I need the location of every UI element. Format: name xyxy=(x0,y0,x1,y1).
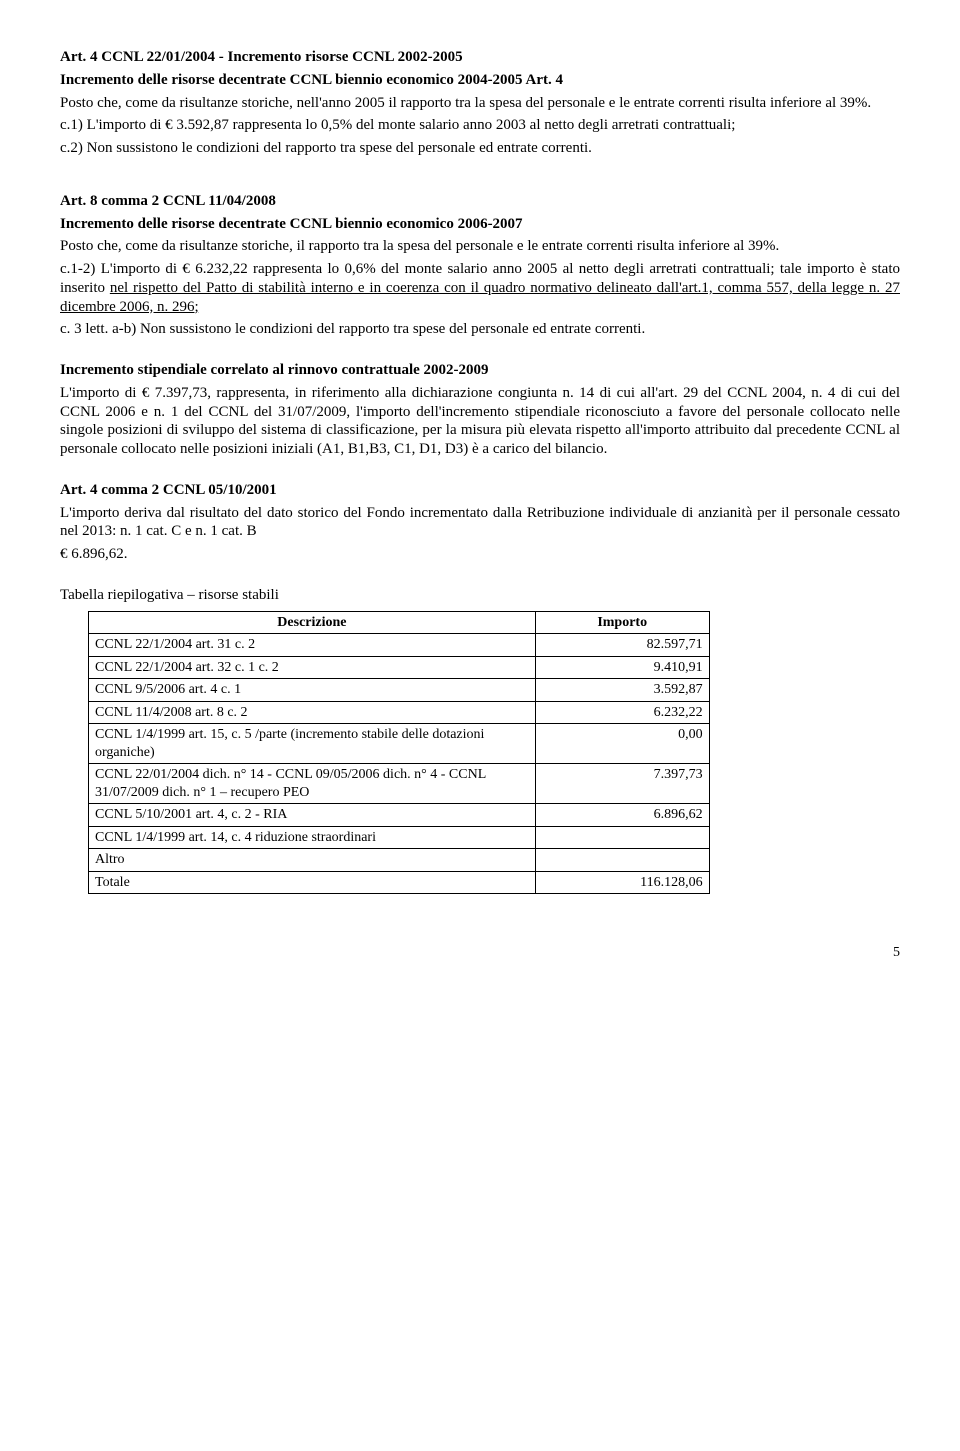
section-incremento: Incremento stipendiale correlato al rinn… xyxy=(60,361,900,459)
cell-value: 116.128,06 xyxy=(535,871,709,894)
paragraph: Posto che, come da risultanze storiche, … xyxy=(60,94,900,113)
table-row: Altro xyxy=(89,849,710,872)
heading: Incremento stipendiale correlato al rinn… xyxy=(60,361,900,380)
cell-desc: CCNL 5/10/2001 art. 4, c. 2 - RIA xyxy=(89,804,536,827)
cell-value xyxy=(535,826,709,849)
cell-value: 82.597,71 xyxy=(535,634,709,657)
cell-value: 9.410,91 xyxy=(535,656,709,679)
cell-desc: CCNL 1/4/1999 art. 14, c. 4 riduzione st… xyxy=(89,826,536,849)
cell-value: 6.896,62 xyxy=(535,804,709,827)
cell-value: 7.397,73 xyxy=(535,764,709,804)
underline-text: nel rispetto del Patto di stabilità inte… xyxy=(60,280,900,315)
cell-desc: CCNL 22/01/2004 dich. n° 14 - CCNL 09/05… xyxy=(89,764,536,804)
paragraph: c.1-2) L'importo di € 6.232,22 rappresen… xyxy=(60,260,900,316)
cell-desc: Altro xyxy=(89,849,536,872)
paragraph: L'importo deriva dal risultato del dato … xyxy=(60,504,900,542)
cell-desc: CCNL 22/1/2004 art. 32 c. 1 c. 2 xyxy=(89,656,536,679)
paragraph: c.2) Non sussistono le condizioni del ra… xyxy=(60,139,900,158)
page-number: 5 xyxy=(60,944,900,962)
subheading: Incremento delle risorse decentrate CCNL… xyxy=(60,215,900,234)
table-row: CCNL 5/10/2001 art. 4, c. 2 - RIA 6.896,… xyxy=(89,804,710,827)
section-art4-2001: Art. 4 comma 2 CCNL 05/10/2001 L'importo… xyxy=(60,481,900,564)
paragraph: c.1) L'importo di € 3.592,87 rappresenta… xyxy=(60,116,900,135)
col-header-importo: Importo xyxy=(535,611,709,634)
table-header-row: Descrizione Importo xyxy=(89,611,710,634)
subheading: Incremento delle risorse decentrate CCNL… xyxy=(60,71,900,90)
table-row: CCNL 1/4/1999 art. 15, c. 5 /parte (incr… xyxy=(89,724,710,764)
table-row: CCNL 22/1/2004 art. 32 c. 1 c. 2 9.410,9… xyxy=(89,656,710,679)
paragraph: L'importo di € 7.397,73, rappresenta, in… xyxy=(60,384,900,459)
table-row: CCNL 11/4/2008 art. 8 c. 2 6.232,22 xyxy=(89,701,710,724)
table-row: CCNL 1/4/1999 art. 14, c. 4 riduzione st… xyxy=(89,826,710,849)
cell-value: 6.232,22 xyxy=(535,701,709,724)
table-caption: Tabella riepilogativa – risorse stabili xyxy=(60,586,900,605)
table-row: CCNL 22/1/2004 art. 31 c. 2 82.597,71 xyxy=(89,634,710,657)
table-row: CCNL 22/01/2004 dich. n° 14 - CCNL 09/05… xyxy=(89,764,710,804)
section-art4-2004: Art. 4 CCNL 22/01/2004 - Incremento riso… xyxy=(60,48,900,158)
heading: Art. 8 comma 2 CCNL 11/04/2008 xyxy=(60,192,900,211)
table-row: CCNL 9/5/2006 art. 4 c. 1 3.592,87 xyxy=(89,679,710,702)
section-art8-2008: Art. 8 comma 2 CCNL 11/04/2008 Increment… xyxy=(60,192,900,339)
cell-desc: CCNL 9/5/2006 art. 4 c. 1 xyxy=(89,679,536,702)
table-row: Totale 116.128,06 xyxy=(89,871,710,894)
paragraph: c. 3 lett. a-b) Non sussistono le condiz… xyxy=(60,320,900,339)
cell-desc: CCNL 1/4/1999 art. 15, c. 5 /parte (incr… xyxy=(89,724,536,764)
paragraph: Posto che, come da risultanze storiche, … xyxy=(60,237,900,256)
cell-value xyxy=(535,849,709,872)
cell-desc: Totale xyxy=(89,871,536,894)
heading: Art. 4 comma 2 CCNL 05/10/2001 xyxy=(60,481,900,500)
heading: Art. 4 CCNL 22/01/2004 - Incremento riso… xyxy=(60,48,900,67)
cell-value: 3.592,87 xyxy=(535,679,709,702)
col-header-descrizione: Descrizione xyxy=(89,611,536,634)
cell-value: 0,00 xyxy=(535,724,709,764)
cell-desc: CCNL 11/4/2008 art. 8 c. 2 xyxy=(89,701,536,724)
cell-desc: CCNL 22/1/2004 art. 31 c. 2 xyxy=(89,634,536,657)
risorse-stabili-table: Descrizione Importo CCNL 22/1/2004 art. … xyxy=(88,611,710,895)
section-tabella: Tabella riepilogativa – risorse stabili … xyxy=(60,586,900,894)
paragraph: € 6.896,62. xyxy=(60,545,900,564)
